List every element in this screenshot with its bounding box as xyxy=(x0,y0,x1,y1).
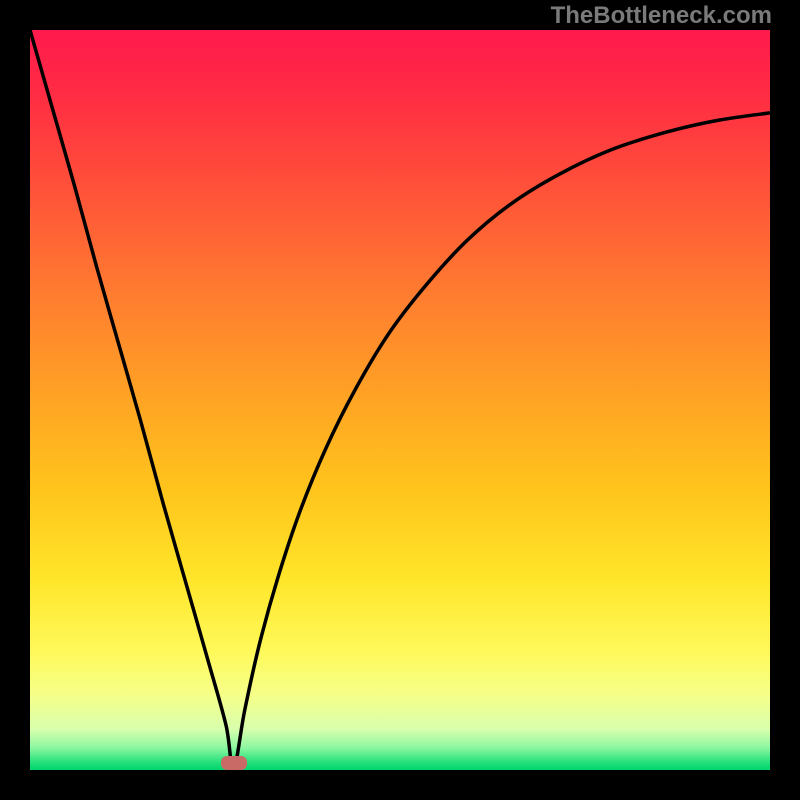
curve-path xyxy=(30,30,770,770)
plot-area xyxy=(30,30,770,770)
chart-canvas: TheBottleneck.com xyxy=(0,0,800,800)
optimal-marker xyxy=(221,756,247,770)
watermark-text: TheBottleneck.com xyxy=(551,2,772,30)
bottleneck-curve xyxy=(30,30,770,770)
